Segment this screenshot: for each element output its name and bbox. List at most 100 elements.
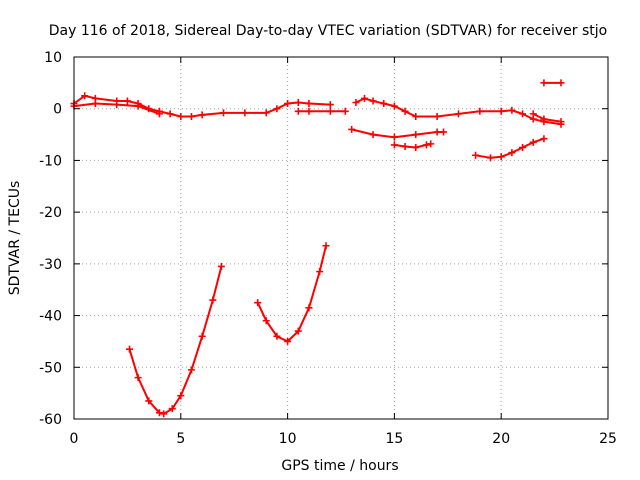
x-tick-label: 5 (176, 431, 185, 447)
data-point (209, 296, 217, 304)
data-series-track (294, 107, 349, 115)
y-axis-ticks: 10 0 -10 -20 -30 -40 -50 -60 (39, 50, 608, 428)
data-series-track (390, 140, 435, 151)
series-trace (128, 266, 223, 415)
data-point (540, 135, 548, 143)
y-tick-label: -20 (39, 205, 62, 221)
data-point (81, 92, 89, 100)
data-point (305, 304, 313, 312)
data-point (341, 107, 349, 115)
data-point (529, 138, 537, 146)
data-point (145, 397, 153, 405)
data-point (294, 107, 302, 115)
data-point (540, 115, 548, 123)
data-point (166, 110, 174, 118)
data-point (326, 101, 334, 109)
x-tick-label: 15 (385, 431, 403, 447)
data-series-track (529, 110, 565, 126)
data-point (557, 79, 565, 87)
data-point (440, 128, 448, 136)
data-point (262, 109, 270, 117)
data-point (262, 317, 270, 325)
data-point (198, 111, 206, 119)
data-point (433, 112, 441, 120)
chart-title: Day 116 of 2018, Sidereal Day-to-day VTE… (49, 23, 607, 39)
y-tick-label: 0 (53, 102, 62, 118)
y-tick-label: -50 (39, 360, 62, 376)
data-point (497, 107, 505, 115)
data-series-track (70, 92, 334, 120)
data-point (540, 79, 548, 87)
data-point (390, 133, 398, 141)
data-point (217, 262, 225, 270)
x-axis-label: GPS time / hours (281, 458, 398, 474)
data-point (360, 94, 368, 102)
data-point (305, 100, 313, 108)
x-tick-label: 20 (492, 431, 510, 447)
data-point (155, 409, 163, 417)
data-series (70, 79, 565, 418)
data-point (412, 144, 420, 151)
plot-frame (73, 56, 609, 420)
data-point (326, 107, 334, 115)
data-series-track (472, 135, 548, 162)
data-point (284, 337, 292, 345)
data-point (369, 97, 377, 105)
data-point (113, 101, 121, 109)
data-point (187, 112, 195, 120)
data-point (254, 299, 262, 307)
data-point (187, 366, 195, 374)
data-point (369, 131, 377, 139)
data-point (168, 405, 176, 413)
data-point (472, 151, 480, 159)
data-point (160, 410, 168, 418)
data-point (155, 110, 163, 118)
data-point (412, 131, 420, 139)
y-tick-label: -30 (39, 257, 62, 273)
data-point (198, 332, 206, 340)
data-series-track (254, 242, 330, 345)
data-point (508, 149, 516, 157)
y-tick-label: -10 (39, 153, 62, 169)
data-point (123, 97, 131, 105)
series-trace (256, 245, 327, 343)
data-point (348, 125, 356, 133)
data-point (557, 118, 565, 126)
data-point (273, 332, 281, 340)
data-point (294, 99, 302, 107)
data-series-track (126, 262, 225, 418)
data-point (284, 100, 292, 108)
data-point (294, 327, 302, 335)
y-tick-label: -40 (39, 309, 62, 325)
x-axis-ticks: 0 5 10 15 20 25 (70, 57, 617, 447)
data-point (126, 345, 134, 353)
data-series-track (540, 79, 565, 87)
y-axis-label: SDTVAR / TECUs (7, 181, 23, 296)
data-point (433, 128, 441, 136)
data-point (487, 154, 495, 162)
x-tick-label: 0 (70, 431, 79, 447)
data-point (241, 109, 249, 117)
data-point (322, 242, 330, 250)
data-point (529, 110, 537, 118)
data-point (401, 107, 409, 115)
data-point (519, 144, 527, 151)
data-series-track (352, 94, 565, 128)
data-point (134, 374, 142, 382)
x-tick-label: 25 (599, 431, 617, 447)
data-point (476, 107, 484, 115)
data-point (390, 141, 398, 149)
grid (74, 57, 608, 419)
data-point (316, 268, 324, 276)
data-point (508, 106, 516, 114)
data-point (352, 99, 360, 107)
data-point (422, 141, 430, 149)
data-point (177, 392, 185, 400)
data-point (497, 153, 505, 161)
data-point (519, 110, 527, 118)
data-point (412, 112, 420, 120)
x-tick-label: 10 (279, 431, 297, 447)
data-point (380, 100, 388, 108)
data-point (305, 107, 313, 115)
data-point (134, 102, 142, 110)
